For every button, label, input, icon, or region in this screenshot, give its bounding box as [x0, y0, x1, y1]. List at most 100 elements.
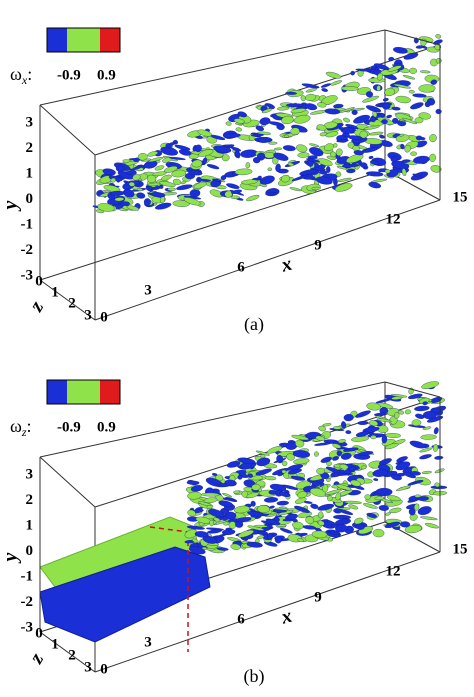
vortex [237, 111, 248, 118]
vortex [314, 451, 319, 457]
vortex [366, 402, 381, 411]
y-tick-label: 0 [26, 191, 34, 207]
caption: (a) [244, 314, 264, 335]
vortex [187, 509, 196, 517]
legend-symbol: ωx: [10, 64, 32, 87]
vortex [259, 117, 271, 126]
vortex [187, 491, 202, 500]
vortex [326, 166, 331, 173]
vortex [284, 134, 289, 138]
vortex [434, 43, 442, 51]
vortex [281, 460, 288, 467]
vortex [382, 97, 389, 102]
vortex [320, 83, 332, 88]
vortex [364, 494, 371, 500]
vortex [233, 118, 245, 124]
x-axis-label: x [278, 253, 294, 277]
vortex [430, 79, 438, 85]
vortex [341, 421, 347, 429]
vortex [330, 151, 337, 158]
vortex [365, 171, 384, 177]
vortex [318, 425, 327, 432]
vortex [417, 496, 429, 501]
vortex [208, 509, 225, 518]
vortex [384, 87, 395, 97]
symbol: ω [10, 64, 22, 84]
vortex [334, 183, 353, 192]
vortex [390, 394, 408, 398]
vortex [296, 144, 308, 153]
vortex [273, 152, 289, 161]
vortex [429, 134, 437, 143]
vortex [290, 127, 300, 135]
vortex [291, 434, 309, 441]
caption: (b) [244, 666, 265, 687]
vortex [206, 164, 220, 170]
legend-label: 0.9 [97, 67, 116, 83]
vortex [305, 158, 320, 163]
vortex [256, 457, 271, 467]
vortex [285, 91, 297, 95]
vortex [247, 511, 264, 517]
vortex [388, 56, 395, 62]
vortex [317, 102, 327, 108]
vortex [415, 45, 424, 49]
vortex [275, 163, 281, 172]
vortex [279, 491, 291, 497]
vortex [359, 162, 368, 168]
z-tick-label: 1 [51, 284, 59, 300]
vortex [434, 455, 444, 460]
vortex [420, 516, 438, 521]
vortex [150, 191, 166, 198]
vortex [222, 493, 232, 498]
vortex [353, 114, 371, 124]
vortex [188, 170, 203, 176]
vortex [332, 443, 342, 449]
vortex [305, 103, 318, 111]
vortex [337, 473, 354, 476]
vortex [256, 535, 265, 540]
vortex [213, 145, 232, 153]
vortex [290, 108, 307, 114]
vortex [412, 173, 423, 178]
z-tick-label: 2 [68, 647, 76, 663]
vortex [360, 465, 367, 470]
vortex [338, 127, 345, 131]
vortex [335, 492, 341, 501]
vortex [400, 143, 405, 150]
vortex [370, 160, 380, 166]
vortex [385, 512, 391, 516]
vortex [146, 174, 157, 183]
vortex [414, 503, 420, 511]
z-axis-label: z [25, 297, 49, 316]
vortex [335, 524, 348, 533]
vortex [395, 461, 411, 471]
vortex [368, 155, 374, 159]
y-tick-label: -1 [21, 216, 34, 232]
vortex [265, 518, 281, 526]
vortex [408, 89, 415, 94]
vortex [372, 528, 385, 538]
vortex [314, 442, 331, 446]
vortex [195, 144, 202, 153]
vortex [391, 117, 399, 124]
vortex [286, 453, 295, 461]
vortex [167, 187, 177, 191]
vortex [336, 139, 349, 143]
vortex [276, 455, 284, 464]
vortex [311, 186, 321, 190]
vortex [97, 203, 115, 212]
z-tick-label: 3 [84, 307, 92, 323]
vortex [160, 146, 178, 156]
vortex [408, 507, 416, 516]
vortex [362, 95, 379, 103]
y-tick-label: 2 [26, 492, 34, 508]
vortex [261, 108, 273, 114]
vortex [389, 507, 402, 514]
vortex [169, 142, 176, 146]
vortex [404, 409, 412, 415]
vortex [281, 115, 294, 125]
vortex [226, 461, 241, 468]
vortex [430, 165, 442, 173]
vortex [430, 396, 443, 403]
